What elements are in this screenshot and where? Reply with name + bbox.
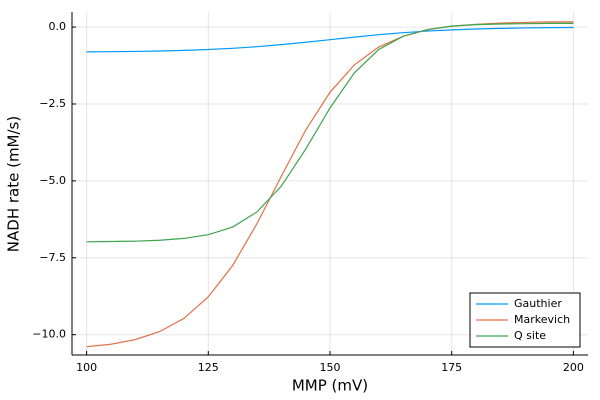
- x-tick-label: 150: [320, 361, 341, 374]
- x-tick-label: 175: [441, 361, 462, 374]
- y-tick-label: −5.0: [39, 174, 66, 187]
- legend-label: Q site: [514, 329, 546, 342]
- legend-label: Gauthier: [514, 297, 562, 310]
- y-tick-label: −2.5: [39, 97, 66, 110]
- line: [86, 26, 574, 53]
- line: [86, 21, 574, 348]
- y-tick-label: −10.0: [32, 328, 66, 341]
- x-axis-label: MMP (mV): [292, 377, 368, 395]
- y-tick-label: 0.0: [49, 20, 67, 33]
- x-tick-label: 100: [76, 361, 97, 374]
- y-axis-label: NADH rate (mM/s): [5, 116, 23, 252]
- y-tick-label: −7.5: [39, 251, 66, 264]
- legend: Gauthier Markevich Q site: [469, 292, 581, 348]
- x-tick-label: 125: [198, 361, 219, 374]
- x-tick-label: 200: [563, 361, 584, 374]
- line: [86, 22, 574, 243]
- legend-label: Markevich: [514, 313, 570, 326]
